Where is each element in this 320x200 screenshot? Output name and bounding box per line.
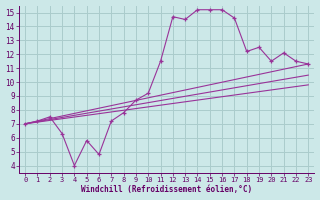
X-axis label: Windchill (Refroidissement éolien,°C): Windchill (Refroidissement éolien,°C) <box>81 185 252 194</box>
